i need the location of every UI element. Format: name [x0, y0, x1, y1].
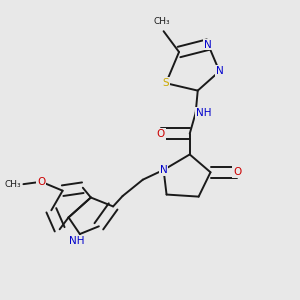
Text: CH₃: CH₃: [4, 180, 21, 189]
Text: N: N: [215, 66, 223, 76]
Text: NH: NH: [69, 236, 85, 247]
Text: O: O: [233, 167, 242, 177]
Text: O: O: [157, 129, 165, 139]
Text: N: N: [204, 40, 212, 50]
Text: N: N: [160, 165, 167, 175]
Text: NH: NH: [196, 108, 212, 118]
Text: S: S: [163, 78, 169, 88]
Text: CH₃: CH₃: [154, 17, 170, 26]
Text: O: O: [37, 177, 45, 187]
